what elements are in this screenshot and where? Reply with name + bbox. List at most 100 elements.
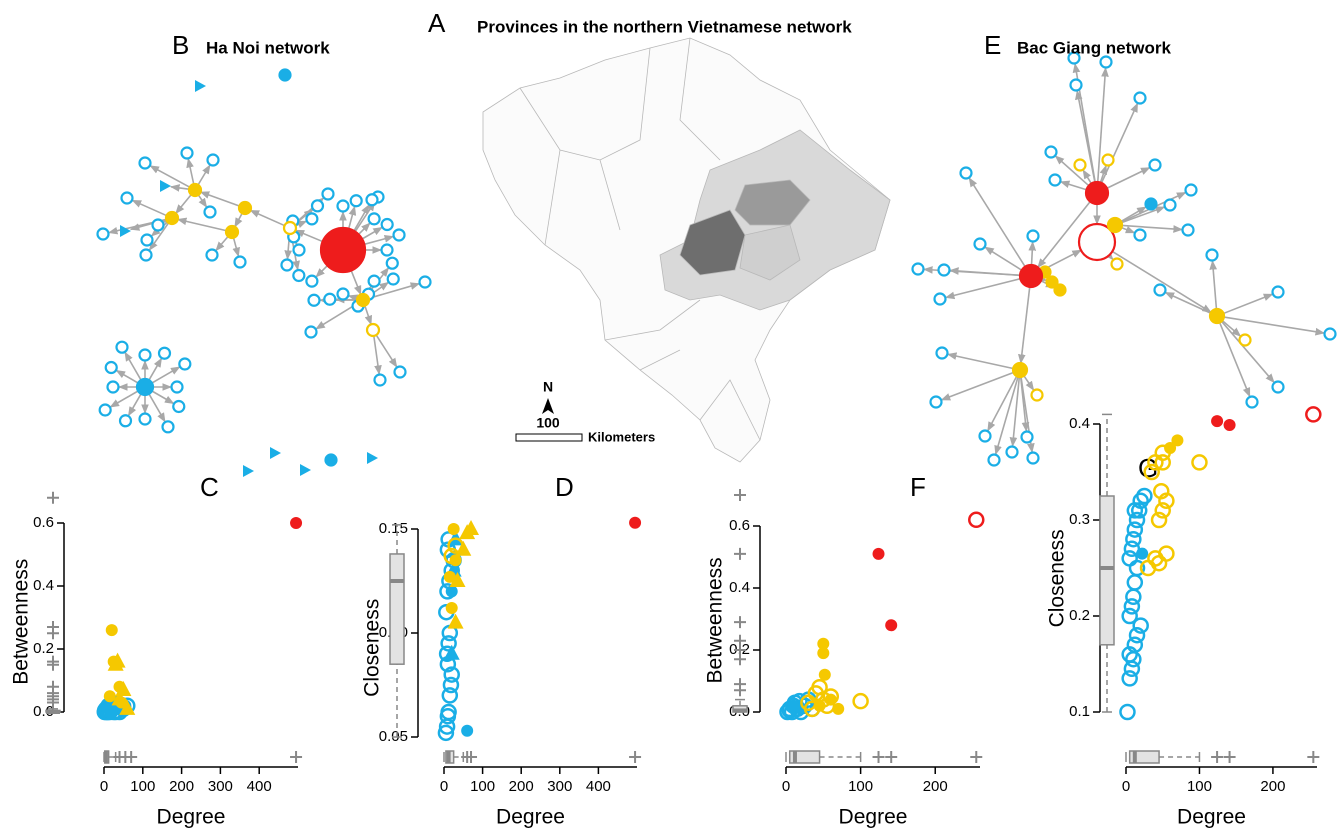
network-node <box>1084 180 1110 206</box>
box-outlier <box>734 489 746 501</box>
network-node <box>304 325 318 339</box>
panel-title: Bac Giang network <box>1017 38 1172 57</box>
network-node <box>138 412 152 426</box>
panel-letter: C <box>200 472 219 502</box>
north-label: N <box>543 379 553 395</box>
network-node <box>1048 173 1062 187</box>
y-tick-label: 0.0 <box>33 703 54 720</box>
network-node <box>1271 380 1285 394</box>
network-node <box>195 80 206 92</box>
point <box>461 724 474 737</box>
network-node <box>115 340 129 354</box>
network-edge <box>176 217 227 232</box>
point <box>443 644 460 660</box>
point <box>1191 454 1208 471</box>
y-tick-label: 0.4 <box>1069 415 1090 432</box>
point <box>1223 418 1236 431</box>
network-edge <box>1054 155 1090 187</box>
network-node <box>1077 222 1117 262</box>
north-arrow <box>542 398 554 414</box>
network-node <box>1181 223 1195 237</box>
box <box>1128 750 1160 764</box>
y-tick-label: 0.1 <box>1069 703 1090 720</box>
network-edge <box>984 246 1023 271</box>
point <box>1128 626 1146 644</box>
network-edge <box>197 164 211 186</box>
point <box>1123 598 1141 615</box>
point <box>1211 415 1224 428</box>
network-node <box>987 453 1001 467</box>
x-tick-label: 200 <box>509 778 534 795</box>
network-node <box>933 292 947 306</box>
network-node <box>203 205 217 219</box>
network-node <box>106 380 120 394</box>
x-axis-label: Degree <box>496 806 565 829</box>
point <box>1136 487 1153 505</box>
point <box>442 676 460 694</box>
network-node <box>120 225 131 237</box>
network-node <box>157 346 172 360</box>
network-node <box>224 224 240 240</box>
network-edge <box>197 194 208 208</box>
point <box>1150 511 1168 529</box>
x-tick-label: 300 <box>547 778 572 795</box>
point <box>1130 502 1148 519</box>
box-outlier <box>290 751 303 763</box>
box-outlier <box>1223 751 1236 763</box>
box <box>389 553 405 665</box>
network-node <box>1044 145 1058 159</box>
network-node <box>305 274 319 288</box>
network-edge <box>124 351 142 381</box>
box-outlier <box>734 547 746 560</box>
network-node <box>233 255 247 269</box>
box-outlier <box>734 684 746 697</box>
panel-letter: F <box>910 472 926 502</box>
network-edge <box>1221 319 1242 337</box>
box-outlier <box>885 751 898 763</box>
network-node <box>1069 78 1083 92</box>
network-edge <box>1223 316 1326 336</box>
point <box>109 652 126 668</box>
network-node <box>911 262 925 276</box>
network-edge <box>940 371 1014 401</box>
network-edge <box>232 237 240 258</box>
y-tick-label: 0.6 <box>33 514 54 531</box>
box-outlier <box>1307 751 1320 763</box>
network-edge <box>375 334 398 368</box>
x-tick-label: 300 <box>208 778 233 795</box>
network-edge <box>1037 201 1091 269</box>
network-node <box>292 268 306 283</box>
network-node <box>139 248 153 262</box>
network-node <box>1208 307 1226 325</box>
network-node <box>237 200 253 216</box>
point <box>813 699 826 712</box>
network-edge <box>315 302 359 330</box>
y-axis-label: Closeness <box>1046 529 1069 627</box>
network-edge <box>151 390 175 405</box>
network-node <box>205 248 219 262</box>
point <box>1171 434 1184 447</box>
network-node <box>1148 158 1162 172</box>
network-edge <box>1121 225 1136 234</box>
x-tick-label: 200 <box>1260 778 1285 795</box>
box-outlier <box>47 696 59 709</box>
y-tick-label: 0.4 <box>729 579 750 596</box>
panel-letter: B <box>172 30 189 60</box>
box-outlier <box>1211 751 1224 763</box>
networks <box>96 51 1337 477</box>
network-node <box>929 395 943 409</box>
network-edge <box>1220 320 1275 384</box>
network-node <box>1133 228 1147 242</box>
network-edge <box>175 194 192 215</box>
network-edge <box>1009 376 1021 447</box>
network-node <box>321 187 335 201</box>
point <box>629 516 642 529</box>
network-node <box>386 272 400 286</box>
x-tick-label: 100 <box>848 778 873 795</box>
point <box>817 647 830 660</box>
point <box>447 537 464 554</box>
x-tick-label: 100 <box>1187 778 1212 795</box>
point <box>1126 521 1144 538</box>
network-node <box>307 293 321 307</box>
point <box>852 692 869 710</box>
